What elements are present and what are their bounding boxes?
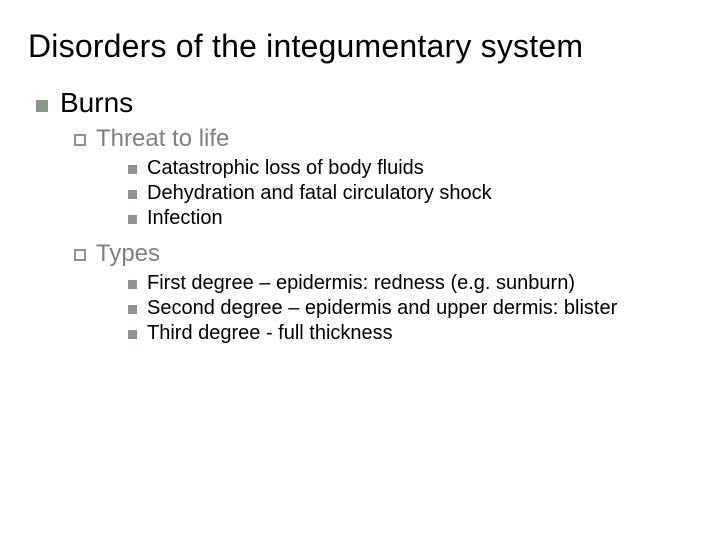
list-item-level3: Second degree – epidermis and upper derm… <box>128 297 700 320</box>
square-filled-bullet-icon <box>128 165 137 174</box>
square-filled-bullet-icon <box>128 215 137 224</box>
level1-label: Burns <box>60 87 133 119</box>
square-filled-bullet-icon <box>128 330 137 339</box>
square-hollow-bullet-icon <box>74 249 86 261</box>
slide-container: Disorders of the integumentary system Bu… <box>0 0 720 540</box>
square-filled-bullet-icon <box>128 280 137 289</box>
level2-label: Types <box>96 240 160 268</box>
list-item-level2: Types <box>74 240 700 268</box>
group-types: Types First degree – epidermis: redness … <box>28 240 700 345</box>
level3-label: Infection <box>147 207 223 230</box>
list-item-level1: Burns <box>36 87 700 119</box>
list-item-level3: Infection <box>128 207 700 230</box>
list-item-level2: Threat to life <box>74 125 700 153</box>
square-filled-bullet-icon <box>36 100 48 112</box>
level2-label: Threat to life <box>96 125 229 153</box>
level3-label: Third degree - full thickness <box>147 322 393 345</box>
level3-label: Catastrophic loss of body fluids <box>147 157 424 180</box>
slide-title: Disorders of the integumentary system <box>28 28 700 65</box>
level3-label: Dehydration and fatal circulatory shock <box>147 182 492 205</box>
level3-label: First degree – epidermis: redness (e.g. … <box>147 272 575 295</box>
list-item-level3: First degree – epidermis: redness (e.g. … <box>128 272 700 295</box>
list-item-level3: Catastrophic loss of body fluids <box>128 157 700 180</box>
level3-label: Second degree – epidermis and upper derm… <box>147 297 617 320</box>
square-hollow-bullet-icon <box>74 134 86 146</box>
list-item-level3: Dehydration and fatal circulatory shock <box>128 182 700 205</box>
square-filled-bullet-icon <box>128 305 137 314</box>
group-threat: Threat to life Catastrophic loss of body… <box>28 125 700 230</box>
square-filled-bullet-icon <box>128 190 137 199</box>
list-item-level3: Third degree - full thickness <box>128 322 700 345</box>
